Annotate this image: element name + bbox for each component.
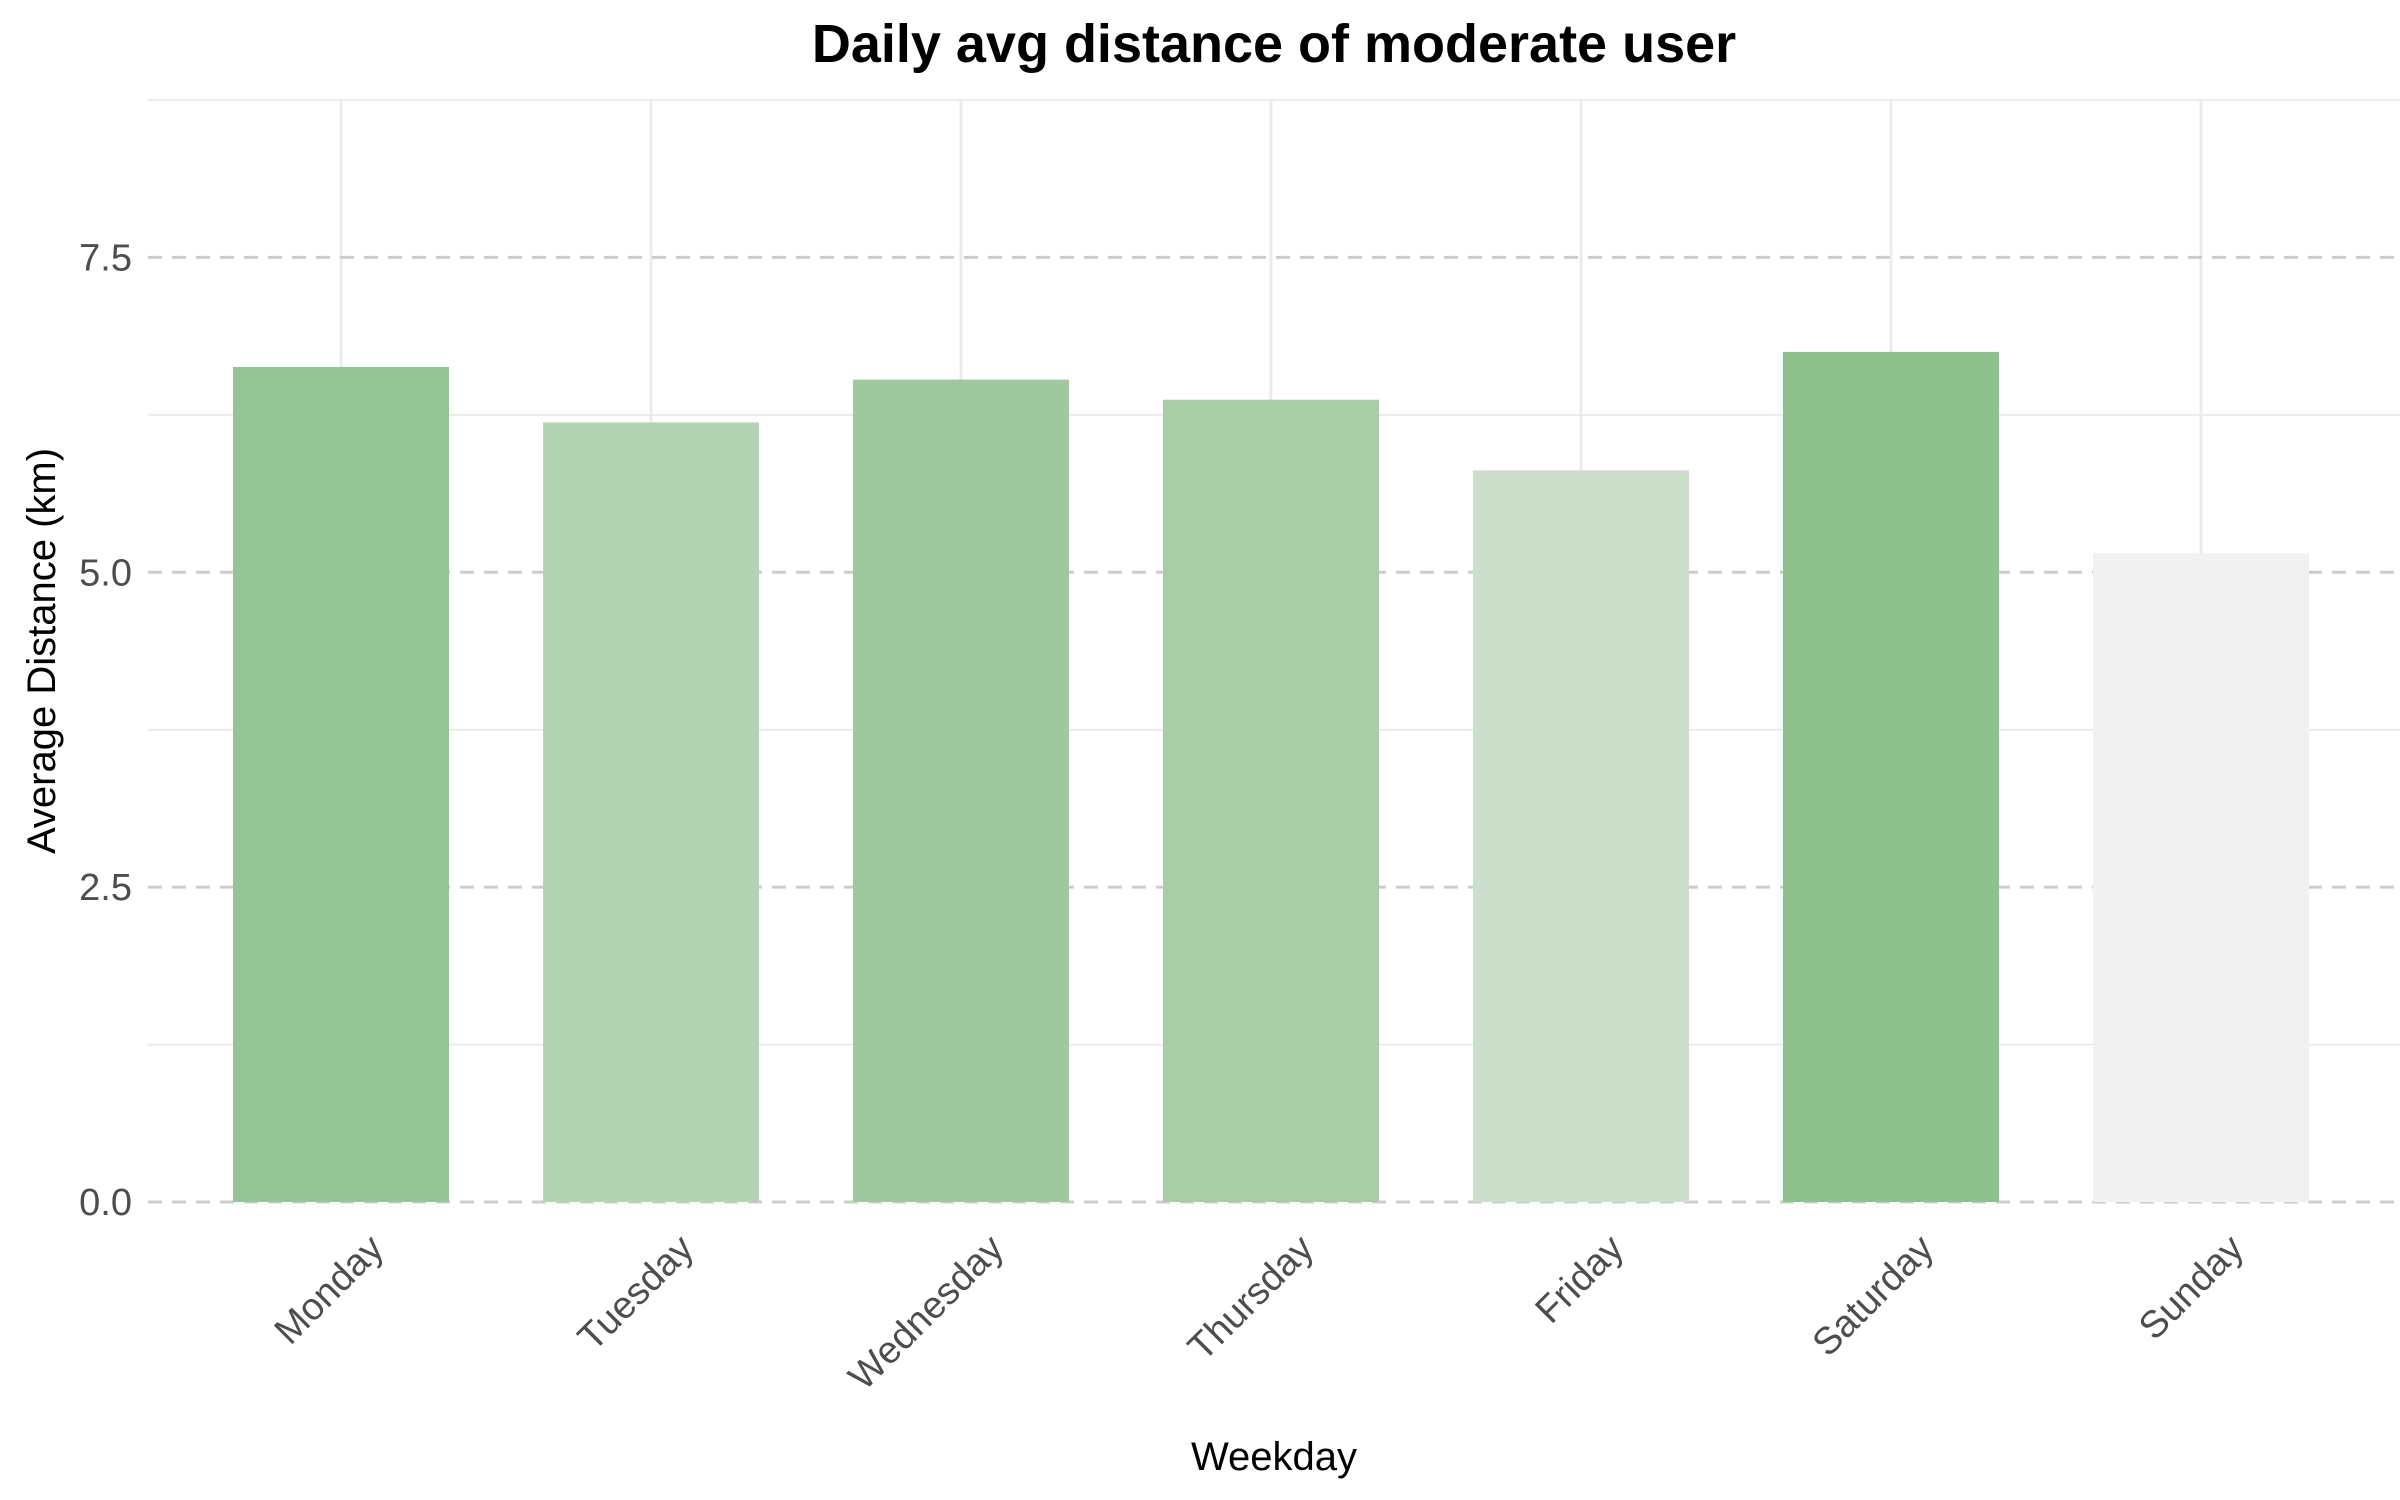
y-tick-label: 2.5 [79, 867, 132, 909]
bar-wednesday [853, 379, 1069, 1202]
y-tick-label: 0.0 [79, 1182, 132, 1224]
x-axis-title: Weekday [1191, 1435, 1357, 1479]
chart-title: Daily avg distance of moderate user [812, 14, 1736, 74]
y-tick-label: 7.5 [79, 237, 132, 279]
bars [233, 351, 2309, 1203]
bar-tuesday [543, 422, 759, 1203]
bar-monday [233, 366, 449, 1202]
bar-friday [1473, 470, 1689, 1203]
y-axis-title: Average Distance (km) [20, 448, 64, 854]
y-tick-label: 5.0 [79, 552, 132, 594]
bar-thursday [1163, 399, 1379, 1202]
bar-sunday [2093, 553, 2309, 1202]
bar-saturday [1783, 351, 1999, 1202]
